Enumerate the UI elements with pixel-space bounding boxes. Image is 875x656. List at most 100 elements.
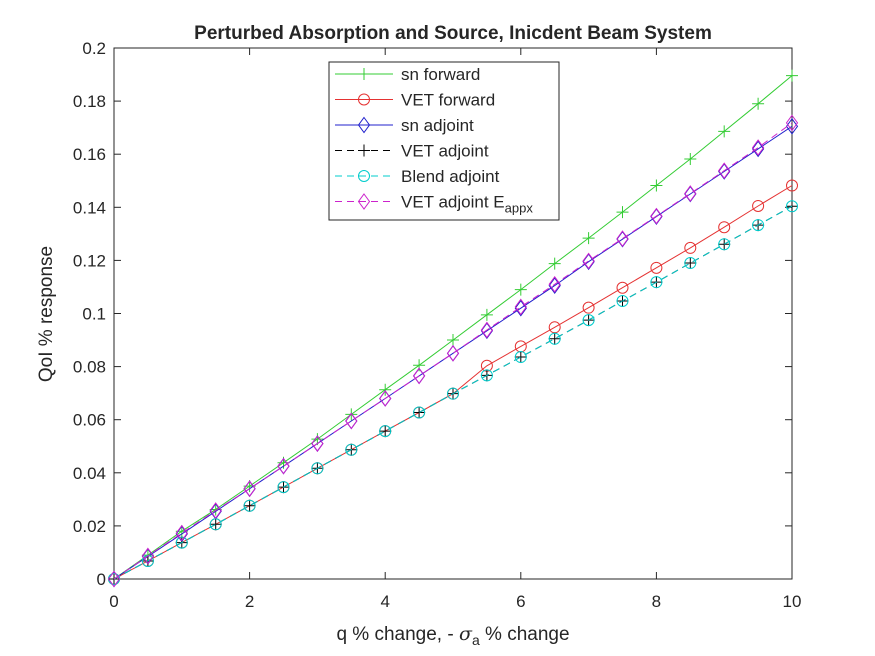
data-point	[480, 321, 494, 339]
y-tick-label: 0.08	[73, 358, 106, 377]
series-line	[113, 122, 793, 580]
legend-label: VET forward	[401, 91, 495, 110]
data-point	[752, 219, 765, 232]
data-point	[684, 241, 697, 254]
series-5	[107, 114, 799, 588]
data-point	[785, 117, 799, 135]
data-point	[107, 570, 121, 588]
y-tick-label: 0.02	[73, 517, 106, 536]
data-point	[446, 344, 460, 362]
data-point	[650, 179, 663, 192]
legend-label: VET adjoint Eappx	[401, 193, 533, 216]
x-tick-label: 4	[380, 592, 389, 611]
data-point	[514, 299, 527, 317]
y-tick-label: 0.14	[73, 198, 106, 217]
data-point	[616, 295, 629, 308]
data-point	[548, 332, 561, 345]
data-point	[751, 139, 765, 156]
legend-label: VET adjoint	[401, 142, 489, 161]
legend-entry: Blend adjoint	[335, 167, 500, 186]
x-axis-label: q % change, - σa % change	[336, 623, 569, 648]
data-point	[209, 518, 222, 531]
x-tick-label: 6	[516, 592, 525, 611]
data-point	[650, 276, 663, 289]
data-point	[616, 206, 629, 219]
data-point	[582, 314, 595, 327]
legend-marker	[357, 116, 371, 134]
data-point	[718, 238, 731, 251]
data-point	[514, 351, 527, 364]
data-point	[379, 425, 392, 438]
data-point	[684, 152, 697, 165]
series-line	[113, 205, 793, 580]
x-tick-label: 2	[245, 592, 254, 611]
data-point	[548, 257, 561, 270]
data-point	[311, 462, 324, 475]
legend-label: Blend adjoint	[401, 167, 500, 186]
data-point	[413, 406, 426, 419]
legend-marker	[358, 68, 370, 80]
legend-label-text: VET forward	[401, 91, 495, 110]
data-point	[582, 252, 595, 270]
y-tick-label: 0.18	[73, 92, 106, 111]
data-point	[786, 179, 798, 192]
series-layer	[107, 69, 799, 588]
legend-label: sn forward	[401, 65, 480, 84]
y-tick-label: 0.12	[73, 251, 106, 270]
x-axis-label-suffix: % change	[480, 624, 570, 645]
data-point	[345, 412, 358, 430]
legend-label-text: VET adjoint	[401, 142, 489, 161]
data-point	[243, 499, 256, 512]
data-point	[582, 301, 595, 314]
y-tick-label: 0.1	[82, 305, 106, 324]
legend-marker	[357, 193, 371, 210]
x-tick-label: 10	[783, 592, 802, 611]
data-point	[684, 257, 697, 270]
legend-label-text: Blend adjoint	[401, 167, 500, 186]
y-tick-label: 0.2	[82, 39, 106, 58]
data-point	[548, 332, 561, 345]
data-point	[480, 369, 493, 382]
data-point	[751, 140, 765, 158]
data-point	[752, 97, 765, 110]
data-point	[413, 406, 426, 419]
series-4	[108, 200, 798, 585]
data-point	[718, 221, 731, 234]
data-point	[277, 481, 290, 494]
data-point	[141, 547, 155, 565]
data-point	[616, 230, 629, 247]
data-point	[243, 499, 256, 512]
data-point	[243, 480, 256, 498]
data-point	[582, 232, 595, 245]
data-point	[548, 277, 561, 294]
x-tick-label: 8	[652, 592, 661, 611]
data-point	[277, 457, 290, 475]
legend-marker	[358, 144, 370, 157]
data-point	[379, 425, 392, 438]
legend-label: sn adjoint	[401, 116, 474, 135]
legend-marker	[358, 170, 370, 182]
legend: sn forward VET forward sn adjoint VET adjoi…	[328, 61, 560, 221]
legend-entry: VET forward	[335, 91, 495, 110]
data-point	[175, 536, 188, 549]
data-point	[413, 359, 426, 372]
legend-entry: VET adjoint Eappx	[335, 193, 533, 216]
data-point	[684, 257, 697, 270]
legend-label-text: sn adjoint	[401, 116, 474, 135]
legend-box	[328, 61, 560, 221]
legend-entry: sn adjoint	[335, 116, 474, 135]
data-point	[311, 435, 324, 452]
x-axis-label-prefix: q % change, -	[336, 624, 459, 645]
data-point	[548, 275, 561, 293]
legend-label-text: sn forward	[401, 65, 480, 84]
y-tick-label: 0	[97, 570, 106, 589]
data-point	[175, 524, 188, 542]
data-point	[447, 387, 459, 400]
data-point	[650, 261, 663, 274]
data-point	[379, 390, 392, 407]
data-point	[752, 199, 765, 212]
data-point	[650, 207, 663, 225]
data-point	[447, 334, 459, 347]
data-point	[412, 367, 426, 385]
data-point	[718, 162, 731, 180]
